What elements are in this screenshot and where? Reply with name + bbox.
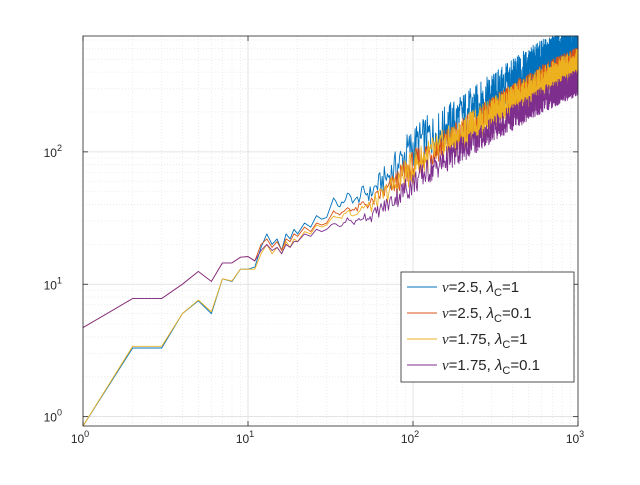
x-tick-label: 101 bbox=[236, 429, 254, 446]
lambda-value: =1 bbox=[502, 279, 519, 296]
lambda-subscript: C bbox=[494, 287, 502, 299]
lambda-value: =1 bbox=[510, 331, 527, 348]
data-series bbox=[82, 35, 579, 427]
legend-box bbox=[400, 271, 575, 383]
nu-symbol: ν bbox=[442, 306, 449, 322]
series-line-3 bbox=[82, 49, 579, 427]
legend: ν=2.5, λC=1ν=2.5, λC=0.1ν=1.75, λC=1ν=1.… bbox=[400, 271, 575, 383]
lambda-value: =0.1 bbox=[502, 305, 532, 322]
y-tick-label: 101 bbox=[44, 275, 62, 292]
lambda-value: =0.1 bbox=[510, 357, 540, 374]
y-tick-exponent: 2 bbox=[57, 143, 62, 153]
y-tick-label: 100 bbox=[44, 408, 62, 425]
nu-value: =2.5, bbox=[449, 305, 487, 322]
x-tick-label: 100 bbox=[71, 429, 89, 446]
legend-entry-label: ν=2.5, λC=1 bbox=[442, 279, 519, 299]
lambda-subscript: C bbox=[502, 339, 510, 351]
lambda-symbol: λ bbox=[486, 305, 494, 322]
lambda-subscript: C bbox=[502, 365, 510, 377]
legend-entry-label: ν=1.75, λC=0.1 bbox=[442, 357, 540, 377]
x-tick-exponent: 2 bbox=[414, 429, 419, 439]
nu-symbol: ν bbox=[442, 358, 449, 374]
x-tick-label: 102 bbox=[401, 429, 419, 446]
lambda-symbol: λ bbox=[494, 331, 502, 348]
y-tick-exponent: 0 bbox=[57, 408, 62, 418]
nu-symbol: ν bbox=[442, 280, 449, 296]
legend-entry-label: ν=1.75, λC=1 bbox=[442, 331, 527, 351]
series-line-1 bbox=[82, 35, 579, 427]
nu-symbol: ν bbox=[442, 332, 449, 348]
series-line-4 bbox=[82, 69, 579, 329]
x-tick-exponent: 1 bbox=[249, 429, 254, 439]
nu-value: =1.75, bbox=[449, 331, 495, 348]
x-tick-label: 103 bbox=[566, 429, 584, 446]
x-tick-exponent: 3 bbox=[579, 429, 584, 439]
x-tick-exponent: 0 bbox=[84, 429, 89, 439]
legend-entry-label: ν=2.5, λC=0.1 bbox=[442, 305, 532, 325]
lambda-subscript: C bbox=[494, 313, 502, 325]
lambda-symbol: λ bbox=[494, 357, 502, 374]
y-tick-exponent: 1 bbox=[57, 275, 62, 285]
y-tick-label: 102 bbox=[44, 143, 62, 160]
lambda-symbol: λ bbox=[486, 279, 494, 296]
nu-value: =1.75, bbox=[449, 357, 495, 374]
nu-value: =2.5, bbox=[449, 279, 487, 296]
axes-box bbox=[82, 35, 579, 427]
